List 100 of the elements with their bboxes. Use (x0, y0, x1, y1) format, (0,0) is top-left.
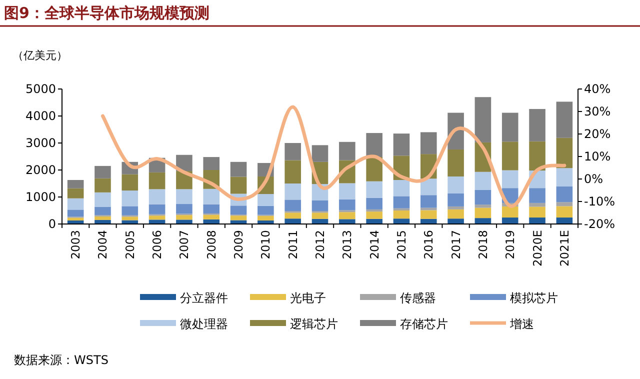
bar (556, 168, 573, 186)
bar (122, 174, 138, 191)
y-tick-label: 3000 (25, 136, 56, 150)
bar (230, 162, 247, 177)
bar (556, 138, 573, 168)
bar (148, 220, 166, 224)
bar (448, 206, 464, 210)
bar (393, 180, 410, 196)
bar (67, 218, 84, 220)
bar (474, 97, 492, 142)
bar (366, 157, 382, 182)
bar (284, 212, 301, 219)
bar (94, 192, 111, 207)
bar (556, 202, 573, 206)
bar (502, 142, 518, 170)
bar (148, 189, 166, 204)
bar (420, 210, 437, 219)
bar (67, 180, 84, 188)
bar (448, 193, 464, 206)
x-tick-label: 2008 (204, 230, 218, 260)
x-tick-label: 2010 (258, 230, 273, 260)
x-tick-label: 2011 (286, 230, 300, 260)
bar (67, 210, 84, 217)
bar (122, 190, 138, 206)
y-tick-label: 4000 (25, 109, 56, 123)
x-tick-label: 2015 (394, 230, 408, 260)
bar (529, 218, 546, 224)
bar (230, 216, 247, 220)
bar (393, 218, 410, 224)
bar (284, 200, 301, 212)
x-tick-label: 2019 (503, 230, 518, 260)
bar (339, 219, 356, 224)
x-tick-label: 2018 (476, 230, 490, 260)
x-tick-label: 2007 (177, 230, 192, 260)
x-tick-label: 2006 (150, 230, 164, 260)
bar (529, 141, 546, 171)
bar (529, 206, 546, 218)
bar (203, 214, 220, 220)
bar (502, 112, 518, 142)
bar (474, 204, 492, 208)
bar (122, 206, 138, 216)
bar (556, 102, 573, 138)
x-tick-label: 2004 (96, 230, 110, 260)
legend-label: 逻辑芯片 (290, 317, 338, 331)
bar (176, 154, 192, 172)
y2-tick-label: -20% (584, 217, 616, 231)
bar (122, 216, 138, 220)
bar (556, 186, 573, 202)
y-tick-label: 1000 (25, 190, 56, 204)
bar (67, 188, 84, 198)
bar (529, 108, 546, 142)
bar (393, 210, 410, 219)
bar (420, 178, 437, 196)
y-tick-label: 5000 (25, 82, 56, 96)
bar (67, 198, 84, 210)
bar (474, 218, 492, 224)
bar (203, 204, 220, 214)
x-tick-label: 2017 (448, 230, 463, 260)
bar (148, 172, 166, 190)
y2-tick-label: 10% (584, 150, 611, 164)
bar (230, 220, 247, 224)
x-tick-label: 2014 (367, 230, 382, 260)
bar (94, 216, 111, 220)
bar (284, 184, 301, 200)
bar (339, 199, 356, 210)
source-note: 数据来源：WSTS (14, 353, 108, 367)
y2-tick-label: 0% (584, 172, 604, 186)
bar (176, 215, 192, 220)
bar (312, 212, 328, 219)
bar (339, 142, 356, 160)
bar (502, 170, 518, 188)
y2-tick-label: 40% (584, 82, 611, 96)
y2-tick-label: 30% (584, 104, 611, 118)
bar (474, 208, 492, 218)
bar (393, 196, 410, 208)
bar (203, 188, 220, 204)
bar (339, 183, 356, 200)
bar (94, 166, 111, 178)
bar (529, 202, 546, 207)
bar (502, 218, 518, 224)
chart-title: 图9：全球半导体市场规模预测 (4, 4, 210, 22)
bar (148, 204, 166, 214)
bar (366, 198, 382, 210)
bar (94, 178, 111, 192)
bar (258, 194, 274, 206)
bar (176, 204, 192, 214)
bar (448, 149, 464, 176)
bar (148, 216, 166, 220)
bar (474, 172, 492, 190)
x-tick-label: 2013 (340, 230, 354, 260)
bar (556, 218, 573, 224)
bar (176, 189, 192, 204)
bar (284, 218, 301, 224)
bar (366, 133, 382, 158)
legend-label: 微处理器 (180, 317, 228, 331)
bar (258, 206, 274, 215)
y-axis-title: （亿美元） (12, 49, 68, 62)
bar (420, 195, 437, 208)
y-tick-label: 2000 (25, 163, 56, 177)
bar (230, 206, 247, 215)
